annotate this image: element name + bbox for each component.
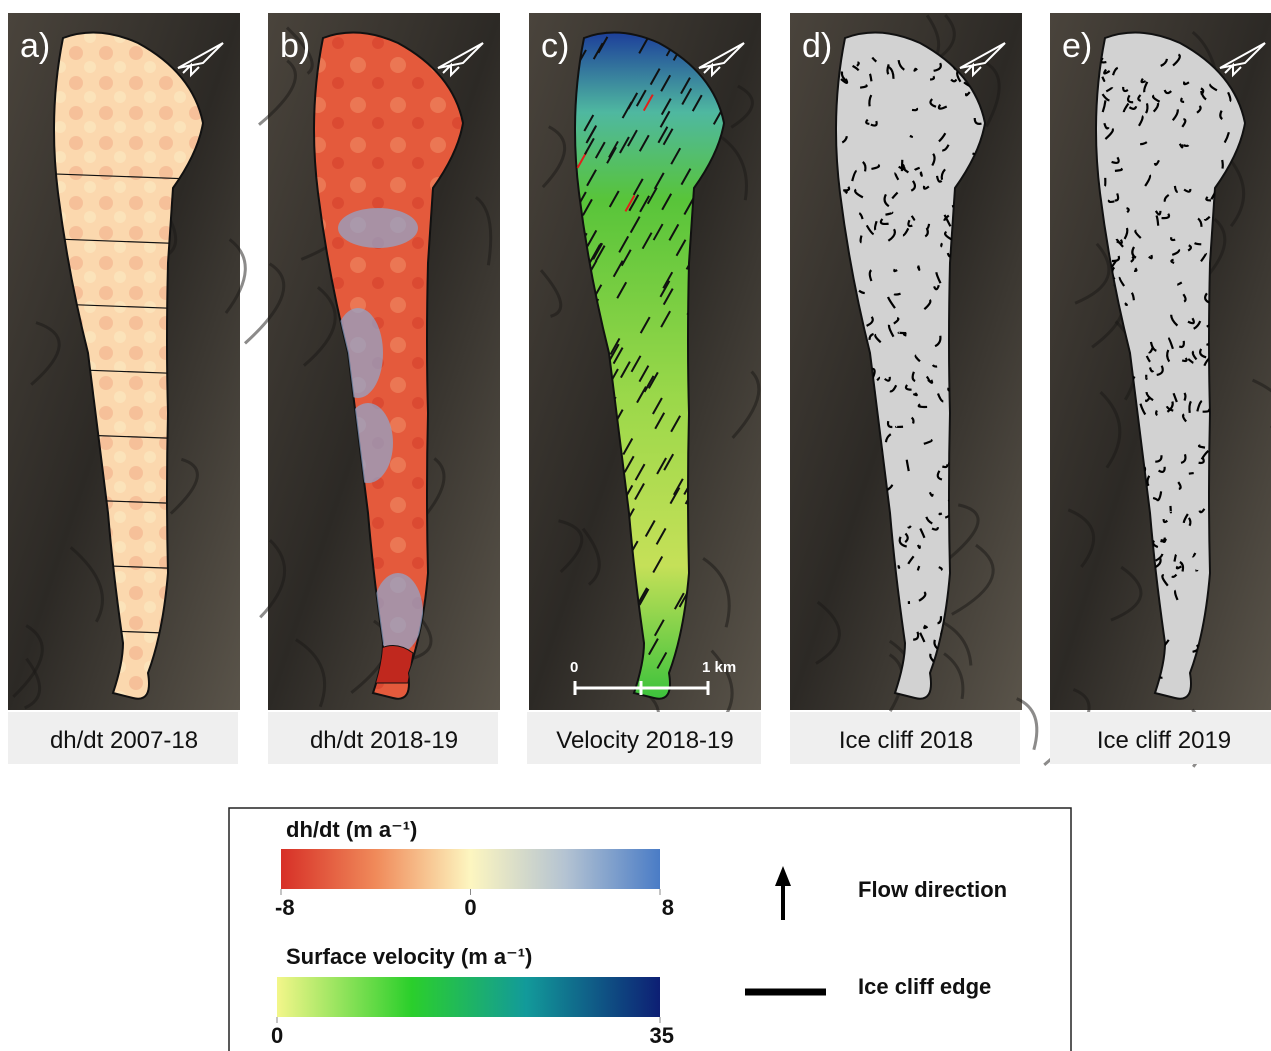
panels: a) dh/dt 2007-18 b) dh/dt 2018-19 c) Velocity… bbox=[8, 13, 1271, 767]
panel-caption: Ice cliff 2018 bbox=[839, 727, 973, 754]
map-panel: a) bbox=[8, 13, 245, 710]
scale-label: 1 km bbox=[702, 659, 736, 676]
legend-title: Surface velocity (m a⁻¹) bbox=[286, 944, 532, 969]
colorbar-tick-label: 35 bbox=[650, 1023, 674, 1048]
ice-cliff bbox=[898, 565, 899, 568]
ice-cliff bbox=[921, 172, 922, 176]
map-panel: b) bbox=[245, 13, 500, 710]
ice-cliff bbox=[887, 64, 888, 74]
panel-letter: d) bbox=[802, 27, 832, 65]
legend-title: dh/dt (m a⁻¹) bbox=[286, 817, 417, 842]
panel-letter: e) bbox=[1062, 27, 1092, 65]
colorbar-tick-label: 8 bbox=[662, 895, 674, 920]
ice-cliff bbox=[914, 68, 917, 71]
map-panel: c) bbox=[529, 13, 761, 755]
map-panel: e) bbox=[1044, 13, 1271, 767]
ice-cliff bbox=[940, 513, 942, 514]
ice-cliff bbox=[1177, 566, 1181, 568]
colorbar-tick-label: 0 bbox=[271, 1023, 283, 1048]
ice-cliff bbox=[1189, 473, 1194, 474]
ice-cliff bbox=[941, 243, 942, 247]
ice-cliff bbox=[1222, 160, 1223, 169]
legend-label: Flow direction bbox=[858, 877, 1007, 902]
ice-cliff bbox=[1183, 145, 1188, 146]
ice-cliff bbox=[918, 566, 919, 570]
colorbar-tick-label: 0 bbox=[464, 895, 476, 920]
panel-letter: b) bbox=[280, 27, 310, 65]
uplift-patch bbox=[338, 208, 418, 248]
ice-cliff bbox=[861, 236, 862, 243]
scale-label: 0 bbox=[570, 659, 578, 676]
legend-label: Ice cliff edge bbox=[858, 974, 991, 999]
ice-cliff bbox=[1125, 303, 1127, 305]
panel-caption: dh/dt 2007-18 bbox=[50, 727, 198, 754]
panel-caption: Ice cliff 2019 bbox=[1097, 727, 1231, 754]
ice-cliff bbox=[918, 266, 919, 270]
panel-letter: c) bbox=[541, 27, 569, 65]
ice-cliff bbox=[1156, 411, 1157, 416]
ice-cliff bbox=[1184, 393, 1185, 401]
map-panel: d) bbox=[790, 13, 1037, 750]
ice-cliff bbox=[910, 136, 912, 137]
colorbar bbox=[281, 849, 660, 889]
colorbar bbox=[277, 977, 660, 1017]
panel-caption: dh/dt 2018-19 bbox=[310, 727, 458, 754]
panel-letter: a) bbox=[20, 27, 50, 65]
colorbar-tick-label: -8 bbox=[275, 895, 295, 920]
figure: a) dh/dt 2007-18 b) dh/dt 2018-19 c) Velocity… bbox=[0, 0, 1271, 1051]
ice-cliff bbox=[894, 294, 900, 295]
ice-cliff bbox=[1194, 243, 1201, 244]
ice-cliff bbox=[913, 393, 916, 395]
panel-caption: Velocity 2018-19 bbox=[556, 727, 733, 754]
